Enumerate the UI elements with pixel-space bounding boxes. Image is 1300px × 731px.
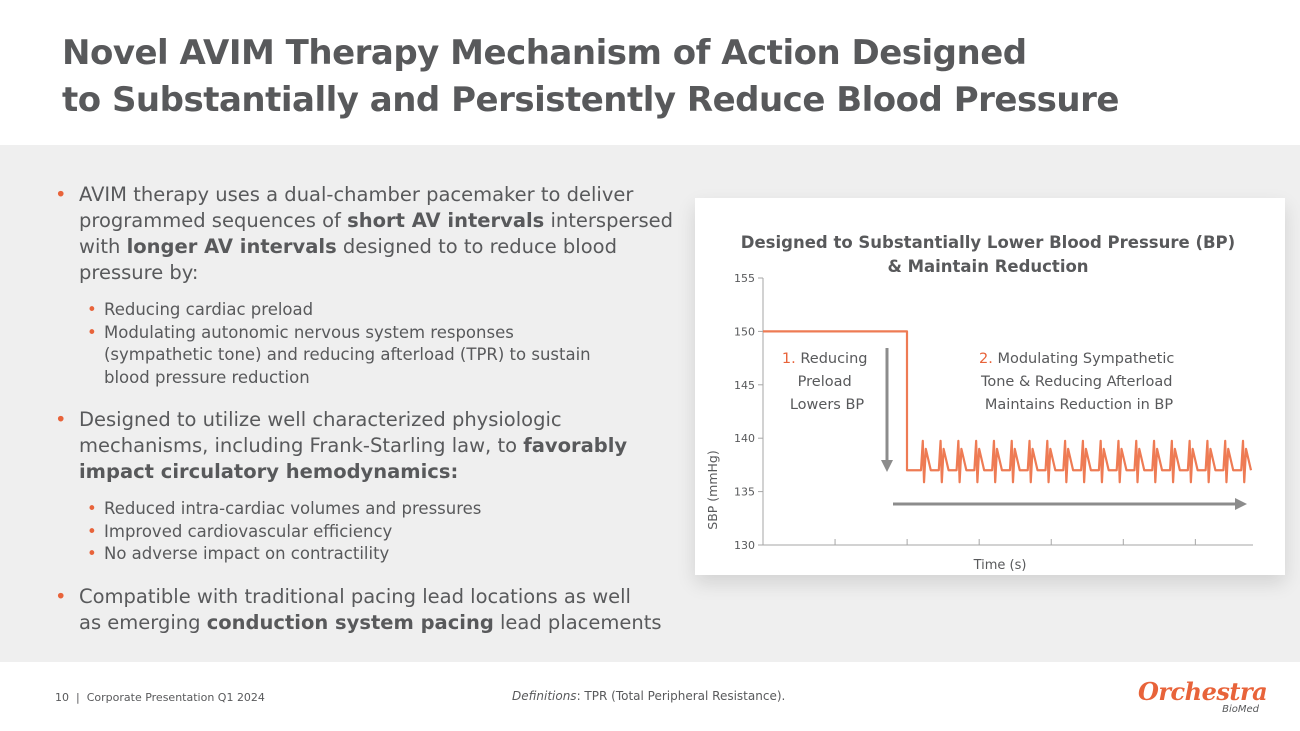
sbp-series-line bbox=[763, 330, 1253, 484]
page-number: 10 bbox=[55, 691, 69, 704]
definitions-note: Definitions: TPR (Total Peripheral Resis… bbox=[512, 689, 785, 703]
bullet-text: impact circulatory hemodynamics: bbox=[79, 460, 459, 483]
sub-bullet: Improved cardiovascular efficiency bbox=[55, 521, 675, 544]
bullet-text: programmed sequences of short AV interva… bbox=[79, 209, 674, 232]
bullet-text: with longer AV intervals designed to to … bbox=[79, 235, 617, 258]
sub-bullets-1: Reducing cardiac preload Modulating auto… bbox=[55, 299, 675, 389]
down-arrow-head bbox=[881, 460, 893, 472]
bullet-avim: AVIM therapy uses a dual-chamber pacemak… bbox=[55, 182, 675, 286]
deck-name: Corporate Presentation Q1 2024 bbox=[86, 691, 265, 704]
bullet-text: Compatible with traditional pacing lead … bbox=[79, 584, 631, 608]
logo-wordmark: Orchestra bbox=[1138, 677, 1268, 706]
footer-page-info: 10 | Corporate Presentation Q1 2024 bbox=[55, 691, 265, 704]
y-tick-label: 135 bbox=[734, 486, 755, 499]
title-line-1: Novel AVIM Therapy Mechanism of Action D… bbox=[62, 33, 1027, 73]
sub-bullet: Modulating autonomic nervous system resp… bbox=[55, 322, 675, 390]
y-axis-label: SBP (mmHg) bbox=[705, 450, 720, 529]
sub-bullet: Reducing cardiac preload bbox=[55, 299, 675, 322]
bullet-text: AVIM therapy uses a dual-chamber pacemak… bbox=[79, 183, 634, 206]
bp-chart-card: Designed to Substantially Lower Blood Pr… bbox=[695, 198, 1285, 575]
orchestra-biomed-logo: Orchestra BioMed bbox=[1138, 677, 1268, 717]
y-tick-label: 150 bbox=[734, 325, 755, 338]
y-tick-label: 140 bbox=[734, 432, 755, 445]
bullet-text: as emerging conduction system pacing lea… bbox=[79, 610, 662, 634]
logo-subtext: BioMed bbox=[1222, 704, 1259, 715]
bp-chart: Designed to Substantially Lower Blood Pr… bbox=[705, 233, 1253, 573]
title-line-2: to Substantially and Persistently Reduce… bbox=[62, 80, 1119, 120]
bullet-compatibility: Compatible with traditional pacing lead … bbox=[55, 584, 675, 636]
slide-title: Novel AVIM Therapy Mechanism of Action D… bbox=[62, 30, 1242, 124]
definitions-label: Definitions bbox=[512, 689, 577, 703]
y-tick-label: 145 bbox=[734, 379, 755, 392]
right-arrow-head bbox=[1235, 498, 1247, 510]
definitions-text: : TPR (Total Peripheral Resistance). bbox=[576, 689, 786, 703]
annotation-sympathetic: 2. Modulating Sympathetic Tone & Reducin… bbox=[979, 351, 1179, 413]
bullet-text: pressure by: bbox=[79, 261, 199, 284]
bullet-text: Designed to utilize well characterized p… bbox=[79, 408, 562, 431]
y-tick-label: 155 bbox=[734, 272, 755, 285]
annotation-preload: 1. Reducing Preload Lowers BP bbox=[782, 351, 872, 413]
x-axis-label: Time (s) bbox=[973, 558, 1027, 573]
bullet-list: AVIM therapy uses a dual-chamber pacemak… bbox=[55, 182, 675, 636]
y-tick-label: 130 bbox=[734, 539, 755, 552]
sub-bullets-2: Reduced intra-cardiac volumes and pressu… bbox=[55, 498, 675, 566]
bullet-text: mechanisms, including Frank-Starling law… bbox=[79, 434, 628, 457]
sub-bullet: Reduced intra-cardiac volumes and pressu… bbox=[55, 498, 675, 521]
footer-separator: | bbox=[76, 691, 80, 704]
chart-title-line-2: & Maintain Reduction bbox=[887, 257, 1088, 276]
bullet-physiology: Designed to utilize well characterized p… bbox=[55, 407, 675, 485]
chart-title-line-1: Designed to Substantially Lower Blood Pr… bbox=[741, 233, 1235, 252]
sub-bullet: No adverse impact on contractility bbox=[55, 543, 675, 566]
